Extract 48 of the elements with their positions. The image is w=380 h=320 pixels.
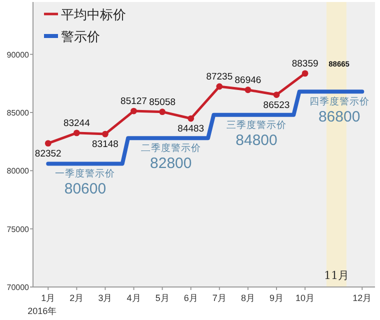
data-label: 85058 — [149, 96, 176, 108]
point — [302, 70, 308, 77]
x-tick-label: 4月 — [126, 293, 141, 303]
annotation: 三季度警示价 — [226, 118, 287, 131]
legend-label: 平均中标价 — [61, 7, 126, 22]
data-label: 86523 — [263, 100, 290, 111]
data-label: 83244 — [63, 118, 90, 129]
annotation: 一季度警示价 — [55, 168, 116, 180]
annotation: 四季度警示价 — [309, 96, 370, 108]
x-tick-label: 1月 — [41, 293, 56, 303]
y-tick-label: 80000 — [6, 166, 30, 176]
x-tick-label: 10月 — [296, 293, 315, 303]
data-label: 86946 — [234, 74, 262, 86]
band-label: 11月 — [324, 269, 349, 282]
data-label: 85127 — [120, 96, 147, 108]
data-label: 88359 — [292, 58, 318, 70]
x-tick-label: 9月 — [270, 293, 284, 303]
y-tick-label: 70000 — [6, 283, 30, 292]
y-tick-label: 85000 — [6, 108, 30, 118]
annotation: 82800 — [150, 155, 192, 172]
legend-label: 警示价 — [61, 29, 100, 44]
x-tick-label: 8月 — [240, 293, 255, 303]
x-tick-label: 6月 — [184, 293, 198, 303]
text: 2016年 — [28, 306, 57, 316]
point — [159, 108, 166, 116]
data-label: 84483 — [178, 124, 204, 135]
y-tick-label: 75000 — [6, 224, 30, 234]
point — [44, 140, 52, 147]
point — [102, 130, 108, 138]
point — [216, 83, 223, 90]
data-label: 82352 — [34, 148, 62, 160]
point — [244, 86, 252, 94]
annotation: 二季度警示价 — [140, 142, 201, 154]
point — [188, 115, 194, 122]
x-tick-label: 5月 — [155, 293, 170, 303]
point — [73, 130, 80, 136]
x-tick-label: 12月 — [352, 293, 372, 303]
annotation: 86800 — [318, 108, 360, 126]
annotation: 84800 — [236, 132, 278, 149]
point — [273, 92, 280, 98]
y-tick-label: 90000 — [6, 50, 30, 60]
data-label: 87235 — [206, 72, 233, 83]
x-tick-label: 7月 — [212, 293, 226, 303]
x-tick-label: 2月 — [70, 293, 84, 303]
data-label: 83148 — [92, 139, 118, 150]
x-tick-label: 3月 — [98, 293, 112, 303]
annotation: 80600 — [64, 180, 106, 198]
point — [130, 108, 137, 114]
